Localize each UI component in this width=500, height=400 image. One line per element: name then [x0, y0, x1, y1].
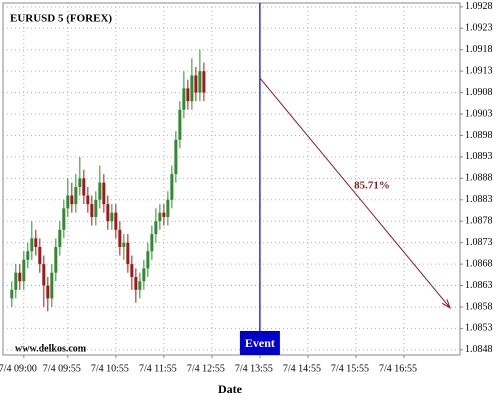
- x-axis-title: Date: [218, 382, 243, 396]
- y-tick-label: 1.0908: [465, 87, 493, 98]
- x-tick-label: 7/4 09:00: [0, 363, 37, 374]
- candle-body: [66, 195, 70, 209]
- x-tick-label: 7/4 11:55: [139, 363, 177, 374]
- event-label: Event: [245, 336, 275, 350]
- y-tick-label: 1.0913: [465, 65, 493, 76]
- candle-body: [126, 242, 130, 265]
- y-tick-label: 1.0898: [465, 130, 493, 141]
- candle-body: [114, 212, 118, 230]
- forecast-label: 85.71%: [354, 180, 390, 192]
- candle-body: [118, 229, 122, 247]
- y-tick-label: 1.0848: [465, 344, 493, 355]
- candle-body: [198, 71, 202, 93]
- y-tick-label: 1.0853: [465, 323, 493, 334]
- candle-body: [70, 195, 74, 205]
- x-tick-label: 7/4 12:55: [187, 363, 225, 374]
- candle-body: [122, 242, 126, 247]
- candle-body: [10, 289, 14, 299]
- y-tick-label: 1.0893: [465, 151, 493, 162]
- candle-body: [146, 251, 150, 269]
- x-tick-label: 7/4 16:55: [379, 363, 417, 374]
- y-tick-label: 1.0883: [465, 194, 493, 205]
- candle-body: [42, 264, 46, 286]
- plot-frame: [2, 2, 461, 356]
- event-box: [239, 331, 280, 355]
- candle-body: [50, 272, 54, 299]
- y-tick-label: 1.0923: [465, 23, 493, 34]
- candle-body: [22, 259, 26, 282]
- y-tick-label: 1.0858: [465, 301, 493, 312]
- x-tick-label: 7/4 14:55: [283, 363, 321, 374]
- candle-body: [134, 276, 138, 290]
- candle-body: [170, 174, 174, 200]
- candle-body: [150, 234, 154, 252]
- candle-body: [26, 251, 30, 260]
- y-tick-label: 1.0888: [465, 173, 493, 184]
- candle-body: [98, 182, 102, 200]
- candle-body: [74, 186, 78, 205]
- candle-body: [58, 229, 62, 247]
- candle-body: [142, 268, 146, 282]
- candle-body: [14, 272, 18, 290]
- candle-body: [186, 88, 190, 102]
- candle-body: [130, 264, 134, 277]
- candle-body: [110, 212, 114, 222]
- candle-body: [106, 204, 110, 222]
- x-tick-label: 7/4 15:55: [331, 363, 369, 374]
- x-tick-label: 7/4 10:55: [91, 363, 129, 374]
- candle-body: [46, 285, 50, 299]
- y-tick-label: 1.0873: [465, 237, 493, 248]
- y-tick-label: 1.0928: [465, 1, 493, 12]
- candle-body: [54, 246, 58, 273]
- candle-body: [174, 139, 178, 175]
- candle-body: [18, 272, 22, 282]
- candle-body: [154, 221, 158, 235]
- y-tick-label: 1.0918: [465, 44, 493, 55]
- candle-body: [202, 71, 206, 93]
- candle-body: [30, 238, 34, 252]
- candle-body: [78, 178, 82, 187]
- candle-body: [182, 88, 186, 110]
- candle-body: [162, 212, 166, 217]
- candle-body: [178, 109, 182, 140]
- candle-body: [94, 199, 98, 217]
- y-tick-label: 1.0863: [465, 280, 493, 291]
- candle-body: [166, 199, 170, 217]
- x-tick-label: 7/4 09:55: [43, 363, 81, 374]
- x-tick-label: 7/4 13:55: [235, 363, 273, 374]
- chart-title: EURUSD 5 (FOREX): [10, 13, 112, 25]
- candle-body: [34, 238, 38, 247]
- y-tick-label: 1.0878: [465, 216, 493, 227]
- candle-body: [82, 178, 86, 196]
- candle-body: [194, 75, 198, 93]
- candle-body: [90, 204, 94, 217]
- candle-body: [38, 246, 42, 265]
- watermark: www.delkos.com: [15, 343, 87, 354]
- candle-body: [102, 182, 106, 205]
- candle-body: [86, 195, 90, 205]
- candle-body: [190, 75, 194, 102]
- candle-body: [158, 212, 162, 222]
- forecast-arrow: [259, 77, 451, 309]
- arrow-head: [441, 299, 451, 309]
- y-tick-label: 1.0903: [465, 108, 493, 119]
- y-tick-label: 1.0868: [465, 258, 493, 269]
- candle-body: [62, 208, 66, 230]
- candle-body: [138, 281, 142, 290]
